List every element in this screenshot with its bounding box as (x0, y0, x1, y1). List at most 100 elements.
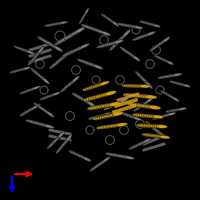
Ellipse shape (130, 94, 142, 98)
Ellipse shape (120, 112, 128, 116)
Ellipse shape (106, 102, 119, 107)
Ellipse shape (41, 96, 49, 100)
Ellipse shape (162, 91, 169, 96)
Ellipse shape (63, 138, 69, 145)
Ellipse shape (90, 94, 102, 99)
Ellipse shape (57, 56, 65, 63)
Ellipse shape (136, 84, 146, 88)
Ellipse shape (53, 136, 60, 143)
Ellipse shape (177, 108, 185, 110)
Ellipse shape (93, 164, 100, 169)
Ellipse shape (32, 121, 41, 125)
Ellipse shape (85, 8, 89, 14)
Ellipse shape (154, 135, 164, 138)
Ellipse shape (127, 25, 135, 28)
Ellipse shape (58, 131, 65, 138)
Ellipse shape (111, 42, 118, 49)
Ellipse shape (161, 58, 168, 62)
Ellipse shape (58, 55, 66, 61)
Ellipse shape (47, 94, 54, 98)
Ellipse shape (141, 34, 149, 38)
Ellipse shape (153, 44, 160, 49)
Ellipse shape (46, 94, 53, 98)
Ellipse shape (27, 51, 34, 54)
Ellipse shape (164, 113, 173, 117)
Ellipse shape (82, 156, 90, 161)
Ellipse shape (105, 91, 117, 96)
Ellipse shape (156, 130, 164, 137)
Ellipse shape (97, 44, 106, 48)
Ellipse shape (130, 54, 137, 59)
Ellipse shape (150, 46, 157, 51)
Ellipse shape (124, 84, 134, 87)
Ellipse shape (105, 124, 117, 128)
Ellipse shape (166, 113, 174, 116)
Ellipse shape (161, 38, 169, 43)
Ellipse shape (134, 143, 142, 147)
Ellipse shape (62, 85, 69, 91)
Ellipse shape (128, 115, 137, 119)
Ellipse shape (55, 135, 61, 141)
Ellipse shape (84, 10, 88, 16)
Ellipse shape (100, 43, 110, 47)
Ellipse shape (83, 157, 91, 162)
Ellipse shape (102, 113, 110, 116)
Ellipse shape (164, 60, 171, 64)
Ellipse shape (93, 115, 102, 118)
Ellipse shape (141, 124, 152, 128)
Ellipse shape (60, 141, 66, 148)
Ellipse shape (175, 82, 183, 85)
Ellipse shape (158, 135, 168, 139)
Ellipse shape (123, 113, 132, 117)
Ellipse shape (39, 75, 46, 81)
Ellipse shape (157, 41, 164, 46)
Ellipse shape (102, 103, 114, 108)
Ellipse shape (111, 102, 120, 107)
Ellipse shape (169, 95, 176, 99)
Ellipse shape (130, 116, 138, 120)
Ellipse shape (145, 98, 153, 103)
Ellipse shape (81, 98, 89, 103)
Ellipse shape (122, 84, 132, 87)
Ellipse shape (142, 100, 150, 105)
Ellipse shape (106, 42, 116, 46)
Ellipse shape (95, 93, 107, 98)
Ellipse shape (22, 110, 30, 115)
Ellipse shape (167, 61, 174, 65)
Ellipse shape (102, 43, 112, 47)
Ellipse shape (41, 38, 49, 44)
Ellipse shape (125, 24, 133, 27)
Ellipse shape (11, 70, 19, 73)
Ellipse shape (110, 112, 121, 117)
Ellipse shape (132, 144, 140, 148)
Ellipse shape (89, 105, 102, 110)
Ellipse shape (48, 23, 56, 26)
Ellipse shape (139, 21, 147, 24)
Ellipse shape (166, 93, 173, 98)
Ellipse shape (48, 141, 55, 148)
Ellipse shape (83, 25, 93, 29)
Ellipse shape (162, 59, 170, 63)
Ellipse shape (150, 124, 161, 128)
Ellipse shape (174, 108, 182, 111)
Ellipse shape (150, 134, 160, 138)
Ellipse shape (125, 93, 138, 97)
Ellipse shape (167, 74, 175, 77)
Ellipse shape (160, 135, 170, 139)
Ellipse shape (103, 124, 114, 128)
Ellipse shape (88, 85, 98, 89)
Ellipse shape (145, 22, 153, 25)
Ellipse shape (127, 114, 135, 118)
Ellipse shape (44, 110, 51, 115)
Ellipse shape (139, 75, 145, 81)
Ellipse shape (18, 68, 26, 71)
Ellipse shape (92, 64, 101, 69)
Ellipse shape (76, 27, 85, 33)
Ellipse shape (57, 38, 67, 44)
Ellipse shape (130, 144, 138, 149)
Ellipse shape (148, 115, 159, 118)
Ellipse shape (33, 86, 40, 89)
Ellipse shape (42, 109, 50, 114)
Ellipse shape (147, 31, 156, 35)
Ellipse shape (103, 114, 115, 118)
